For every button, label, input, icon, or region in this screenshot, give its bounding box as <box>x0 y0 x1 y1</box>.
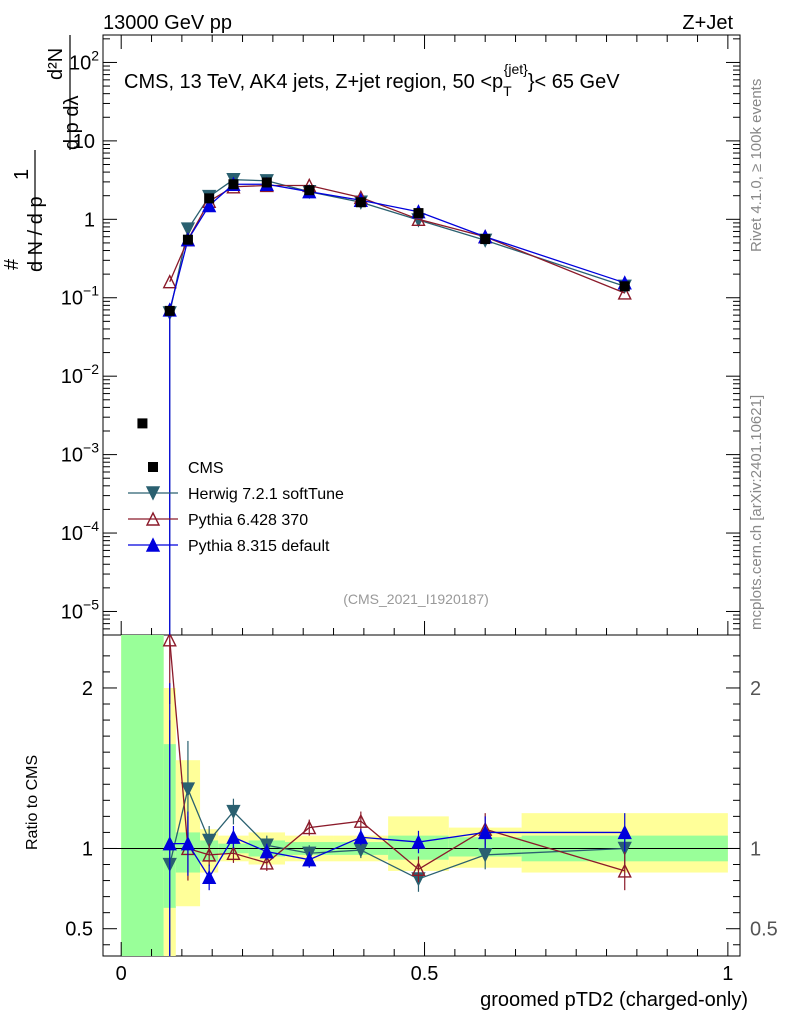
ratio-point-pythia-6-428-370 <box>617 863 632 878</box>
ratio-point-pythia-6-428-370 <box>162 632 177 647</box>
main-line-pythia-6-428-370 <box>169 184 625 294</box>
mcplots-label: mcplots.cern.ch [arXiv:2401.10621] <box>748 395 765 630</box>
cms-data-point <box>480 234 491 245</box>
ratio-line-herwig-7-2-1-softtune <box>169 786 625 880</box>
ratio-point-pythia-8-315-default <box>302 852 317 867</box>
ratio-point-pythia-8-315-default <box>259 844 274 859</box>
ratio-point-pythia-6-428-370 <box>259 855 274 870</box>
ratio-ytick-label: 1 <box>82 838 93 860</box>
ratio-uncertainty-bands <box>121 635 728 956</box>
ratio-ylabel: Ratio to CMS <box>24 755 41 850</box>
cms-data-point <box>204 193 215 204</box>
cms-data-point <box>355 197 366 208</box>
legend-label-cms: CMS <box>188 460 224 477</box>
ylabel-den2: d p dλ <box>61 96 83 150</box>
main-ytick-label: 1 <box>84 209 95 231</box>
ratio-point-pythia-6-428-370 <box>411 861 426 877</box>
ratio-ytick-label-right: 2 <box>750 678 761 700</box>
ratio-point-pythia-8-315-default <box>226 829 241 844</box>
main-ytick-label: 10−2 <box>61 361 99 388</box>
cms-data-point <box>164 305 175 316</box>
ratio-ytick-label: 2 <box>82 678 93 700</box>
ratio-point-pythia-6-428-370 <box>353 813 368 828</box>
ratio-point-pythia-6-428-370 <box>226 845 241 860</box>
main-ytick-label: 10−3 <box>61 440 99 467</box>
ylabel-num2: d²N <box>45 48 67 80</box>
chart-title: CMS, 13 TeV, AK4 jets, Z+jet region, 50 … <box>124 61 620 99</box>
header-left: 13000 GeV pp <box>103 12 232 34</box>
ratio-point-pythia-8-315-default <box>180 836 196 851</box>
main-ytick-label: 10−4 <box>61 518 99 545</box>
main-ytick-label: 10−1 <box>61 283 99 310</box>
legend-label-2: Pythia 8.315 default <box>188 538 330 555</box>
main-line-pythia-8-315-default <box>169 183 625 311</box>
legend-marker-1 <box>145 511 161 526</box>
ratio-ytick-label-right: 0.5 <box>750 919 778 941</box>
series-layer <box>137 172 632 956</box>
cms-data-point <box>137 418 148 429</box>
main-point-herwig-7-2-1-softtune <box>180 222 196 237</box>
legend-marker-0 <box>145 486 161 501</box>
rivet-label: Rivet 4.1.0, ≥ 100k events <box>748 79 765 252</box>
ratio-point-pythia-6-428-370 <box>302 820 317 835</box>
axes: 102 10 1 10−1 10−2 10−3 10−4 10−5 2 2 1 1 0.5 0.5 0 0.5… <box>61 35 778 985</box>
cms-data-point <box>182 234 193 245</box>
ratio-ytick-label: 0.5 <box>65 919 93 941</box>
ratio-point-pythia-6-428-370 <box>202 847 217 862</box>
main-point-pythia-6-428-370 <box>411 211 426 227</box>
header-right: Z+Jet <box>682 12 733 34</box>
ratio-panel-frame <box>102 634 741 957</box>
xtick-label: 0 <box>116 963 127 985</box>
ratio-point-pythia-8-315-default <box>162 836 177 851</box>
legend-marker-2 <box>145 537 161 552</box>
cms-data-point <box>413 208 424 219</box>
cms-data-point <box>304 185 315 196</box>
x-axis-label: groomed pTD2 (charged-only) <box>480 989 748 1011</box>
main-line-herwig-7-2-1-softtune <box>169 179 625 314</box>
main-ytick-label: 10 <box>73 131 95 153</box>
series-pythia-6-428-370 <box>162 177 632 891</box>
ratio-point-herwig-7-2-1-softtune <box>478 848 493 863</box>
cms-data-point <box>228 179 239 190</box>
main-point-pythia-8-315-default <box>202 197 217 213</box>
band-green-0 <box>121 635 164 956</box>
ratio-point-pythia-8-315-default <box>202 869 217 885</box>
main-point-pythia-6-428-370 <box>162 274 177 289</box>
ratio-point-pythia-8-315-default <box>411 834 426 849</box>
main-ytick-label: 102 <box>69 47 99 74</box>
analysis-tag: (CMS_2021_I1920187) <box>343 591 489 607</box>
ylabel-hash-left: # <box>1 258 23 270</box>
main-ytick-label: 10−5 <box>61 596 99 623</box>
main-point-pythia-6-428-370 <box>617 285 632 300</box>
ratio-line-pythia-8-315-default <box>169 831 625 879</box>
legend-label-1: Pythia 6.428 370 <box>188 512 308 529</box>
xtick-label: 0.5 <box>411 963 439 985</box>
xtick-label: 1 <box>722 963 733 985</box>
legend-marker-cms <box>148 462 158 472</box>
ratio-line-pythia-6-428-370 <box>169 639 625 872</box>
ratio-point-pythia-8-315-default <box>353 829 368 844</box>
ratio-point-pythia-8-315-default <box>478 824 493 840</box>
ylabel-den: d N / d p <box>25 196 47 272</box>
series-cms <box>137 177 630 429</box>
cms-data-point <box>619 281 630 292</box>
legend-label-0: Herwig 7.2.1 softTune <box>188 486 344 503</box>
ratio-point-herwig-7-2-1-softtune <box>180 782 196 797</box>
legend: CMS Herwig 7.2.1 softTune Pythia 6.428 370… <box>128 460 344 555</box>
ratio-point-pythia-8-315-default <box>617 824 632 840</box>
ylabel-num: 1 <box>11 169 33 180</box>
cms-data-point <box>261 177 272 188</box>
ratio-point-herwig-7-2-1-softtune <box>226 804 241 820</box>
ratio-ytick-label-right: 1 <box>750 838 761 860</box>
main-ylabel: # 1 d N / d p d²N d p dλ <box>1 35 83 272</box>
ratio-point-herwig-7-2-1-softtune <box>202 833 217 849</box>
